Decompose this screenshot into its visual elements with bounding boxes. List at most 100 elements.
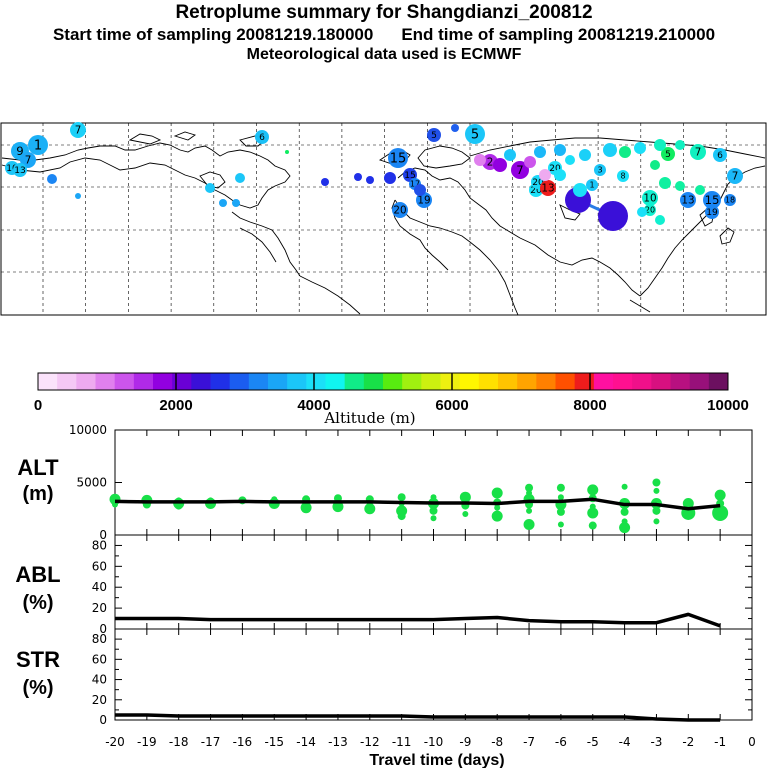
- centroid-day-label: 3: [597, 166, 602, 175]
- y-tick-label: 10000: [69, 423, 107, 437]
- colorbar-swatch: [229, 373, 250, 390]
- plume-centroid: [680, 192, 696, 208]
- met-data-label: Meteorological data used is ECMWF: [246, 46, 522, 63]
- plume-member-point: [462, 511, 469, 517]
- plume-centroid: [565, 155, 575, 165]
- series-line-str: [115, 713, 721, 722]
- plume-centroid: [474, 154, 486, 166]
- x-axis: -20 -19 -18 -17 -16 -15 -14 -13 -12 -11 -10 -9 -8 -7-…: [105, 735, 756, 768]
- x-tick-label: -3: [650, 735, 662, 749]
- colorbar-title: Altitude (m): [323, 409, 415, 427]
- centroid-day-label: 6: [259, 133, 265, 143]
- colorbar-swatch: [593, 373, 614, 390]
- plume-centroid: [388, 148, 408, 168]
- altitude-colorbar: 0 2000 4000 6000 8000 10000 Altitude (m): [34, 372, 749, 427]
- centroid-day-label: 15: [404, 171, 416, 181]
- centroid-day-label: 20: [549, 164, 561, 174]
- centroid-day-label: 7: [516, 163, 523, 177]
- colorbar-swatch: [670, 373, 691, 390]
- colorbar-swatch: [172, 373, 192, 390]
- centroid-day-label: 15: [705, 193, 720, 207]
- centroid-day-label: 1: [34, 139, 42, 154]
- y-tick-label: 20: [92, 693, 107, 707]
- plume-member-point: [332, 501, 344, 513]
- plume-centroid: [695, 185, 705, 195]
- x-tick-label: -20: [105, 735, 125, 749]
- plume-member-point: [491, 487, 503, 499]
- colorbar-swatch: [210, 373, 231, 390]
- y-axis-label: STR: [16, 647, 60, 672]
- plume-member-point: [621, 483, 628, 490]
- panel-str: 0 20 40 60 80 STR (%): [16, 628, 753, 727]
- plume-member-point: [652, 478, 661, 487]
- plume-centroid: [511, 161, 529, 179]
- plume-centroid: [675, 181, 685, 191]
- plume-centroid: [28, 135, 48, 155]
- colorbar-swatch: [325, 373, 346, 390]
- y-tick-label: 0: [99, 713, 107, 727]
- y-tick-label: 0: [99, 528, 107, 542]
- colorbar-tick-label: 10000: [707, 397, 749, 414]
- panel-abl: 0 20 40 60 80 ABL (%): [15, 534, 753, 636]
- plume-centroid: [235, 173, 245, 183]
- plume-member-point: [300, 502, 312, 514]
- colorbar-swatch: [613, 373, 633, 390]
- y-tick-label: 0: [99, 622, 107, 636]
- centroid-day-label: 13: [681, 195, 694, 207]
- x-tick-label: -1: [714, 735, 726, 749]
- plume-centroid: [219, 199, 227, 207]
- centroid-day-label: 2: [487, 157, 494, 169]
- y-axis-unit: (%): [22, 677, 53, 699]
- centroid-day-label: 7: [695, 147, 702, 159]
- centroid-day-label: 13: [541, 183, 554, 195]
- centroid-day-label: 5: [431, 131, 437, 141]
- y-axis-unit: (m): [22, 483, 53, 505]
- centroid-day-label: 7: [732, 171, 739, 183]
- colorbar-swatch: [306, 373, 326, 390]
- plume-centroid: [654, 139, 666, 151]
- plume-centroid: [70, 122, 86, 138]
- colorbar-frame: [37, 372, 729, 391]
- sampling-times: Start time of sampling 20081219.180000 En…: [0, 25, 768, 45]
- x-tick-label: -7: [523, 735, 535, 749]
- centroid-day-label: 7: [25, 155, 32, 167]
- x-tick-label: -18: [169, 735, 189, 749]
- colorbar-swatch: [57, 373, 77, 390]
- colorbar-swatch: [459, 373, 480, 390]
- plume-member-point: [491, 510, 503, 522]
- x-tick-label: -14: [296, 735, 316, 749]
- plume-member-point: [430, 515, 437, 522]
- plume-centroid: [554, 144, 566, 156]
- x-tick-label: -4: [619, 735, 631, 749]
- x-tick-label: -8: [491, 735, 503, 749]
- plume-centroid: [255, 130, 269, 144]
- colorbar-swatch: [191, 373, 211, 390]
- x-tick-label: -13: [328, 735, 348, 749]
- plume-centroid: [427, 128, 441, 142]
- end-time-label: End time of sampling 20081219.210000: [401, 25, 716, 44]
- centroid-day-label: 10: [643, 193, 656, 205]
- start-time-label: Start time of sampling 20081219.180000: [52, 25, 374, 44]
- plume-member-point: [523, 519, 535, 530]
- plume-centroid: [703, 191, 721, 209]
- plume-centroid: [75, 193, 81, 199]
- centroid-day-label: 13: [14, 166, 26, 176]
- plume-centroid: [573, 183, 587, 197]
- plume-centroid: [634, 142, 646, 154]
- plume-member-point: [429, 506, 438, 515]
- y-tick-label: 80: [92, 538, 107, 552]
- plume-centroid: [20, 152, 36, 168]
- colorbar-swatch: [153, 373, 173, 390]
- plume-centroid: [661, 147, 675, 161]
- colorbar-tick-label: 0: [34, 397, 42, 414]
- x-tick-label: -10: [424, 735, 444, 749]
- centroid-day-label: 8: [620, 172, 625, 181]
- plume-centroid: [414, 184, 426, 196]
- colorbar-swatch: [383, 373, 403, 390]
- plume-centroid: [603, 143, 617, 157]
- x-tick-label: -19: [137, 735, 157, 749]
- y-axis-label: ABL: [15, 562, 60, 587]
- centroid-day-label: 20: [393, 205, 406, 217]
- colorbar-swatch: [574, 373, 595, 390]
